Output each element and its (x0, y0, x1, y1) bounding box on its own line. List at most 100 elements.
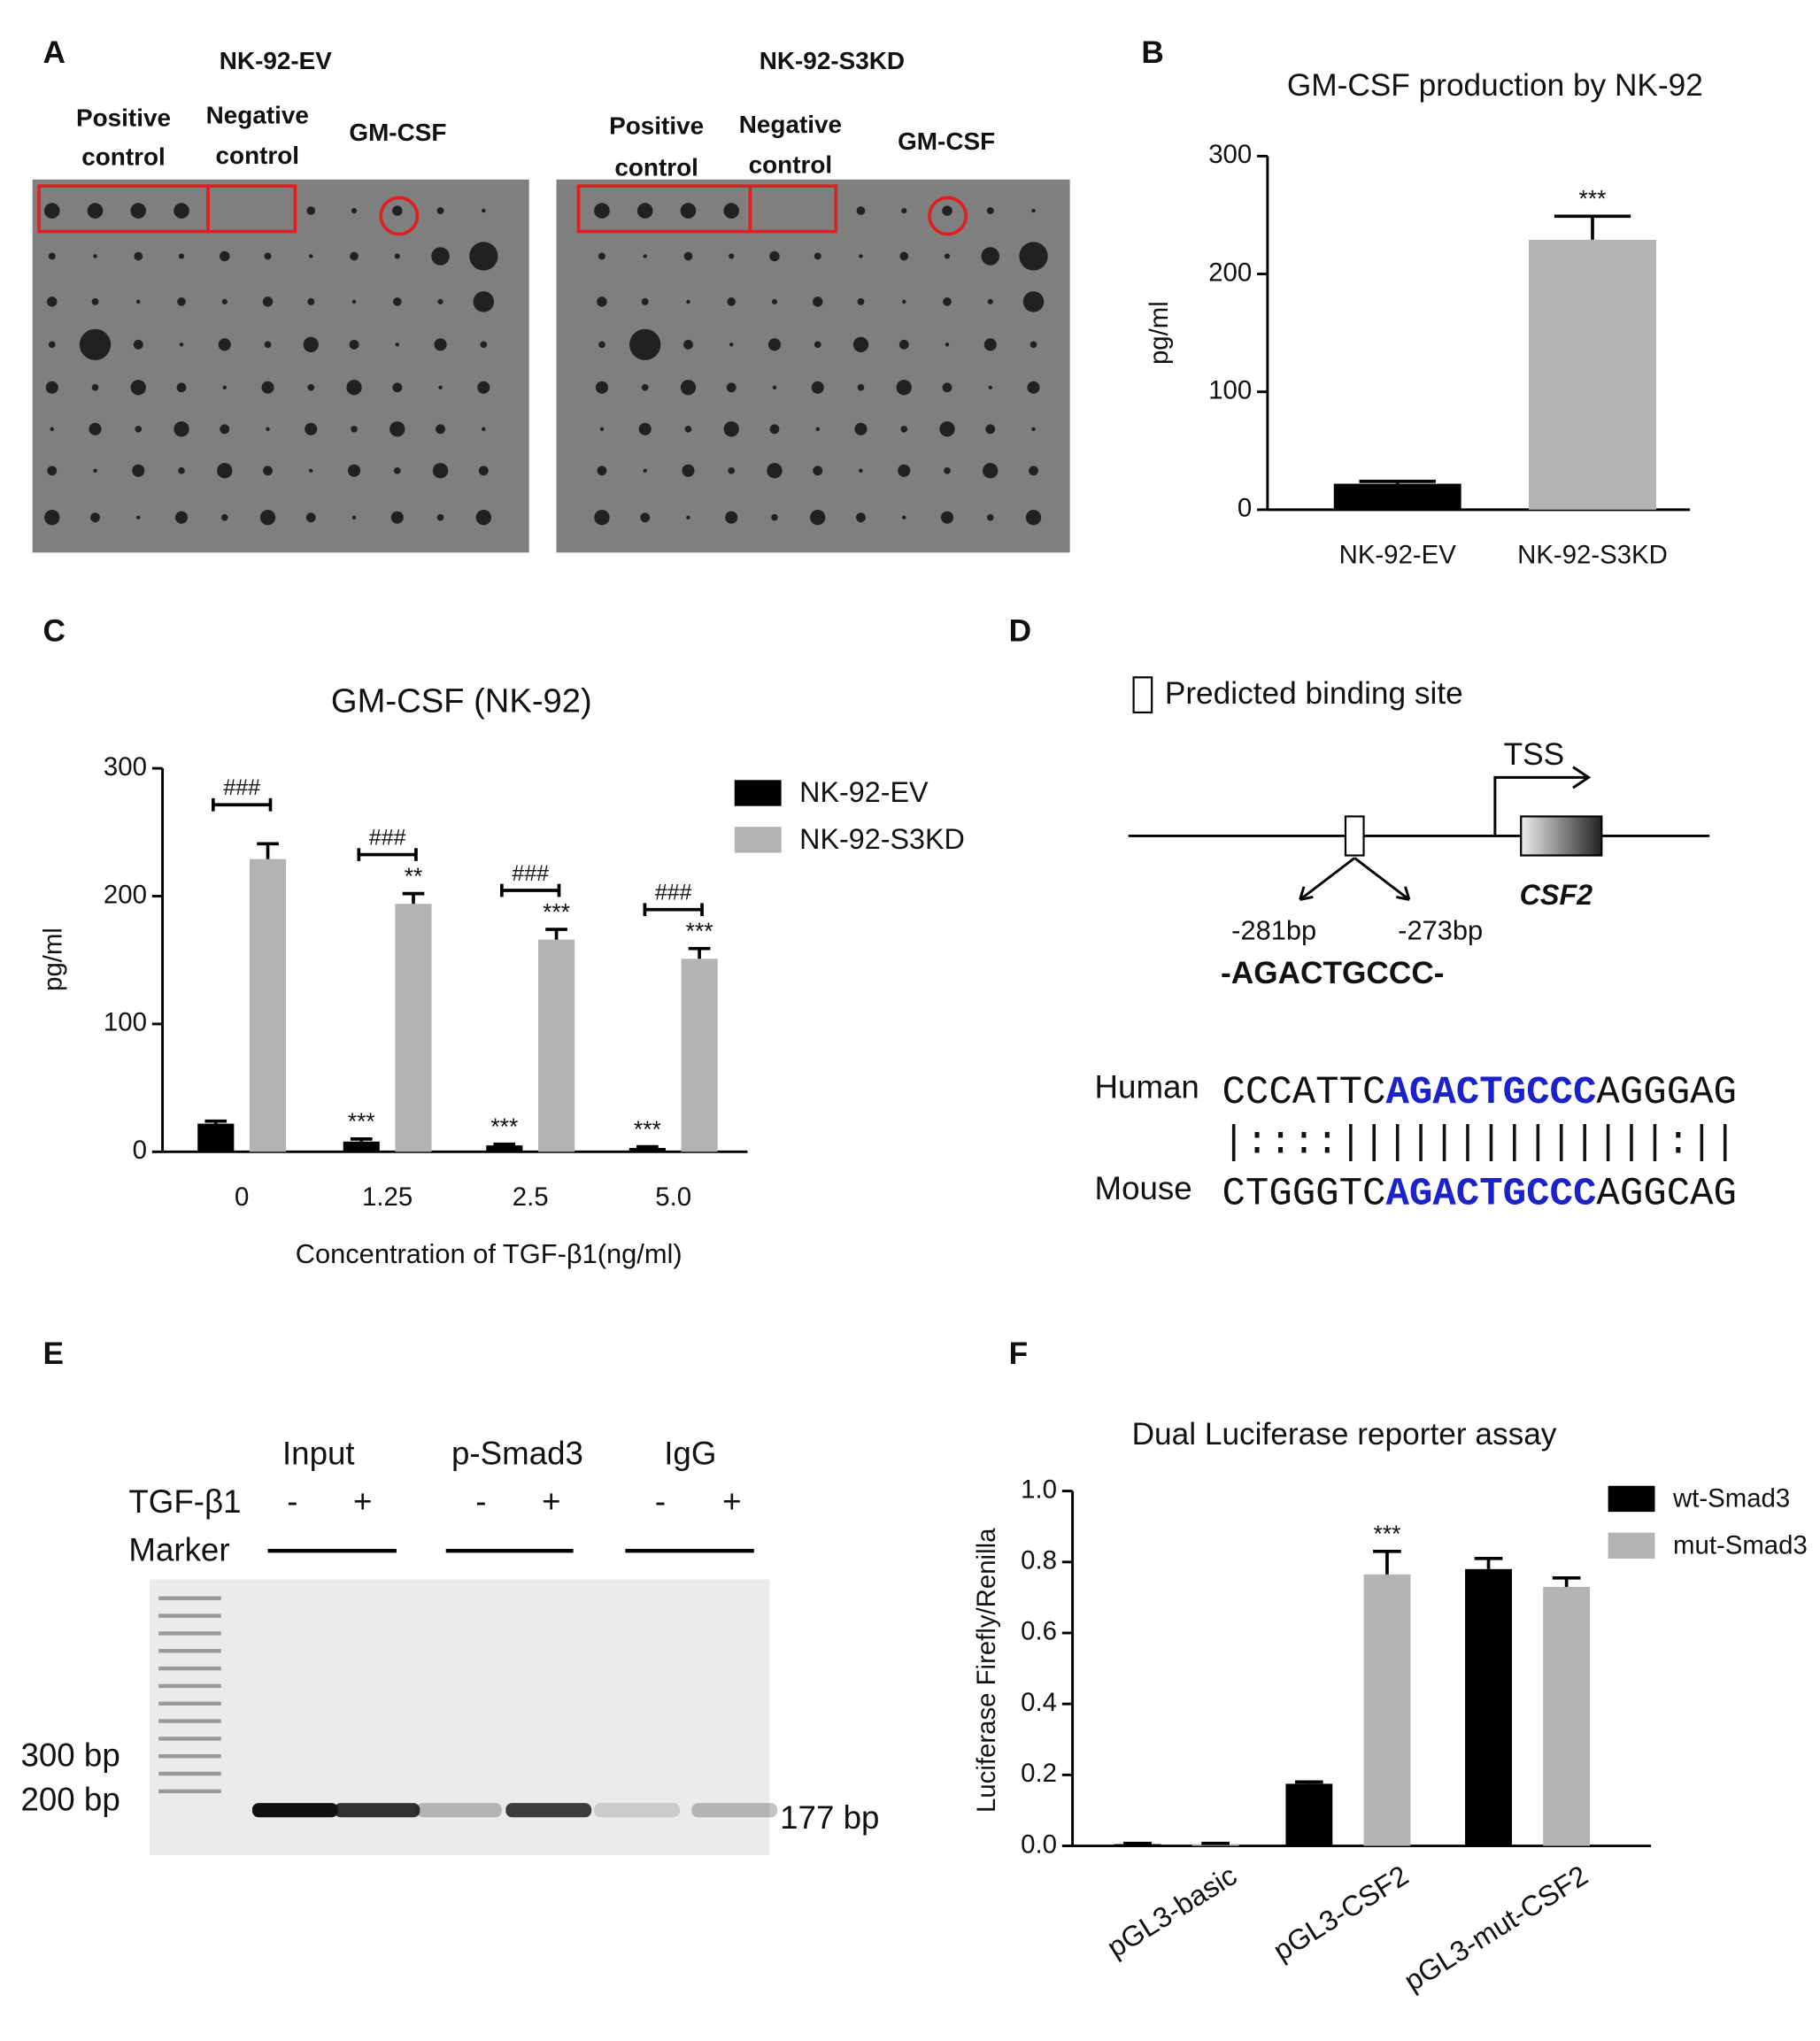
blot-dot (176, 382, 187, 393)
significance: *** (490, 1113, 518, 1140)
error-bar (402, 891, 425, 905)
product-label: 177 bp (780, 1799, 879, 1836)
blot-dot (44, 509, 60, 526)
bracket (500, 883, 561, 897)
blot-dot (438, 385, 443, 390)
blot-dot (1025, 509, 1042, 526)
blot-dot (983, 463, 999, 479)
blot-dot (729, 343, 734, 347)
blot-dot (394, 253, 400, 259)
blot-dot (771, 513, 778, 521)
blot-dot (136, 515, 141, 520)
y-tick-label: 100 (1208, 375, 1252, 404)
bar (1285, 1783, 1333, 1846)
error-bar (1294, 1780, 1323, 1784)
blot-dot (347, 464, 361, 477)
target-circle (928, 196, 968, 236)
blot-dot (686, 299, 690, 304)
blot-dot (680, 380, 697, 396)
blot-dot (91, 297, 99, 305)
ladder-band (158, 1614, 221, 1618)
bracket (357, 848, 418, 861)
blot-dot (178, 253, 185, 259)
blot-label: control (216, 142, 300, 169)
legend-text: Predicted binding site (1165, 676, 1463, 711)
blot-dot (93, 254, 97, 258)
blot-dot (389, 421, 405, 437)
y-axis-label: pg/ml (1145, 301, 1174, 365)
blot-dot (595, 381, 608, 394)
legend-swatch (1608, 1532, 1655, 1559)
bracket (212, 797, 273, 812)
error-bar (1359, 480, 1436, 484)
y-tick-label: 0.8 (1021, 1546, 1057, 1575)
significance: ** (405, 863, 423, 890)
blot-label: Negative (206, 102, 309, 129)
blot-dot (432, 463, 449, 479)
blot-dot (431, 247, 450, 266)
blot-dot (262, 297, 274, 307)
bracket (643, 903, 704, 917)
panel-label: B (1141, 35, 1163, 70)
significance: *** (543, 898, 570, 925)
gel-sign: - (475, 1483, 486, 1520)
blot-dot (434, 338, 447, 351)
blot-dot (813, 466, 823, 476)
blot-title: NK-92-EV (220, 47, 332, 74)
blot-label: control (614, 153, 698, 181)
blot-dot (43, 203, 60, 219)
panel-label: F (1009, 1336, 1029, 1371)
motif: -AGACTGCCC- (1221, 956, 1444, 990)
blot-dot (261, 381, 274, 394)
blot-dot (220, 513, 228, 521)
blot-dot (856, 512, 866, 523)
bar (629, 1147, 666, 1152)
blot-dot (599, 427, 605, 432)
ladder-band (158, 1789, 221, 1794)
panel-label: C (42, 614, 65, 649)
blot-dot (1019, 242, 1048, 271)
seq-part: CTGGGTC (1222, 1172, 1385, 1216)
blot-dot (349, 339, 359, 350)
blot-dot (47, 297, 58, 307)
blot-dot (940, 511, 954, 524)
blot-dot (896, 380, 912, 396)
error-bar (204, 1119, 228, 1124)
blot-dot (469, 242, 498, 271)
ladder-label: 300 bp (20, 1737, 120, 1773)
blot-dot (943, 297, 952, 306)
blot-dot (643, 254, 647, 258)
blot-dot (725, 511, 738, 524)
dna-band (334, 1803, 420, 1818)
blot-dot (898, 464, 911, 477)
blot-dot (218, 338, 231, 351)
blot-dot (857, 383, 865, 391)
bar (197, 1123, 235, 1152)
legend-box (1132, 676, 1153, 714)
blot-dot (942, 205, 952, 216)
seq-site: AGACTGCCC (1385, 1070, 1596, 1114)
significance: *** (1374, 1521, 1401, 1547)
control-box (206, 184, 297, 234)
blot-dot (303, 336, 319, 353)
y-tick-label: 200 (104, 880, 147, 909)
blot-dot (174, 511, 189, 524)
blot-dot (856, 206, 866, 215)
legend-swatch (1608, 1485, 1655, 1513)
blot-dot (130, 203, 147, 219)
match-line: |::::||||||||||||||:|| (1222, 1121, 1737, 1166)
gel-bands (158, 1596, 778, 1818)
x-tick-label: 2.5 (513, 1182, 549, 1212)
blot-dot (728, 466, 736, 474)
blot-dot (79, 328, 112, 360)
blot-dot (680, 203, 697, 219)
blot-label: GM-CSF (898, 127, 995, 155)
dna-band (691, 1803, 778, 1818)
blot-dot (309, 254, 313, 258)
panel-label: A (42, 35, 65, 70)
blot-label: control (81, 143, 166, 171)
blot-label: GM-CSF (349, 119, 446, 146)
blot-dot (682, 464, 695, 477)
blot-dot (478, 466, 489, 476)
blot-dot (772, 385, 777, 390)
